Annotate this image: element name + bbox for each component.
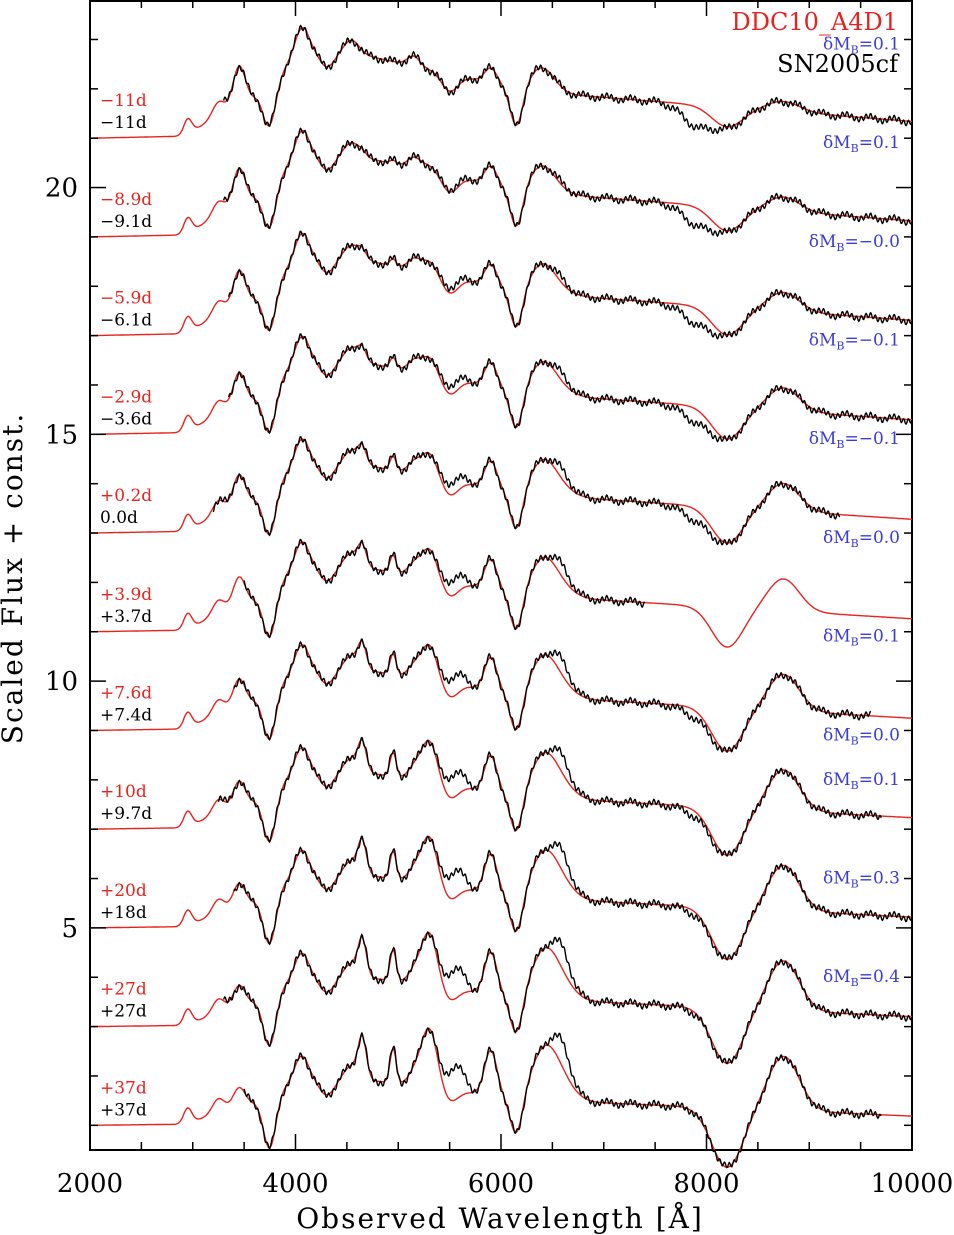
- x-axis-label: Observed Wavelength [Å]: [296, 1202, 704, 1235]
- x-tick-label: 2000: [57, 1169, 123, 1199]
- delta-mb-label: δMB=0.0: [823, 528, 900, 550]
- observed-epoch-label: −9.1d: [100, 212, 152, 232]
- observed-epoch-label: +9.7d: [100, 804, 152, 824]
- model-epoch-label: +3.9d: [100, 585, 152, 605]
- delta-mb-label: δMB=0.3: [823, 868, 900, 890]
- delta-mb-label: δMB=−0.0: [809, 232, 900, 254]
- delta-mb-label: δMB=0.0: [823, 725, 900, 747]
- delta-mb-label: δMB=0.1: [823, 770, 900, 792]
- model-spectrum-line: [90, 27, 913, 139]
- model-epoch-label: +0.2d: [100, 486, 152, 506]
- y-axis-label: Scaled Flux + const.: [0, 412, 29, 744]
- observed-epoch-label: +3.7d: [100, 607, 152, 627]
- legend-observed: SN2005cf: [777, 50, 900, 78]
- model-spectra-group: [89, 27, 913, 1169]
- y-tick-label: 15: [45, 420, 78, 450]
- observed-spectrum-line: [243, 538, 646, 639]
- spectrum-labels: −11d−11d δMB=0.1 −8.9d−9.1d δMB=0.1 −5.9d−6.…: [100, 34, 900, 1120]
- axis-ticks: 2000 4000 6000 8000 10000 5 10 15 20: [45, 0, 953, 1199]
- observed-epoch-label: +37d: [100, 1100, 147, 1120]
- model-epoch-label: −11d: [100, 91, 147, 111]
- delta-mb-label: δMB=0.1: [823, 34, 900, 56]
- legend-model: DDC10_A4D1: [732, 8, 899, 36]
- model-spectrum-line: [90, 640, 912, 752]
- model-spectrum-line: [90, 438, 913, 544]
- observed-spectrum-line: [228, 230, 913, 340]
- observed-spectrum-line: [243, 1026, 882, 1169]
- plot-frame: [89, 0, 913, 1151]
- observed-epoch-label: −11d: [100, 113, 147, 133]
- model-spectrum-line: [89, 541, 913, 648]
- x-tick-label: 4000: [262, 1169, 328, 1199]
- observed-spectrum-line: [217, 736, 882, 858]
- model-spectrum-line: [90, 129, 913, 238]
- observed-epoch-label: +7.4d: [100, 705, 152, 725]
- observed-epoch-label: 0.0d: [100, 508, 138, 528]
- observed-epoch-label: −3.6d: [100, 409, 152, 429]
- model-epoch-label: +7.6d: [100, 683, 152, 703]
- delta-mb-label: δMB=0.4: [823, 967, 900, 989]
- x-tick-label: 6000: [468, 1169, 534, 1199]
- model-spectrum-line: [90, 835, 913, 960]
- observed-spectrum-line: [228, 333, 913, 443]
- model-spectrum-line: [90, 232, 913, 337]
- x-tick-label: 8000: [673, 1169, 739, 1199]
- model-spectrum-line: [90, 738, 913, 856]
- model-epoch-label: +27d: [100, 980, 147, 1000]
- model-epoch-label: −2.9d: [100, 387, 152, 407]
- observed-spectrum-line: [212, 436, 841, 546]
- model-epoch-label: +37d: [100, 1078, 147, 1098]
- y-tick-label: 10: [45, 667, 78, 697]
- model-spectrum-line: [90, 931, 912, 1065]
- delta-mb-label: δMB=0.1: [823, 627, 900, 649]
- observed-spectra-group: [212, 24, 913, 1169]
- observed-epoch-label: −6.1d: [100, 311, 152, 331]
- model-epoch-label: +20d: [100, 881, 147, 901]
- y-tick-label: 20: [45, 174, 78, 204]
- delta-mb-label: δMB=−0.1: [809, 330, 900, 352]
- delta-mb-label: δMB=−0.1: [809, 429, 900, 451]
- plot-border: [89, 0, 913, 1151]
- model-epoch-label: +10d: [100, 782, 147, 802]
- observed-spectrum-line: [222, 24, 913, 135]
- model-epoch-label: −5.9d: [100, 289, 152, 309]
- observed-spectrum-line: [233, 835, 913, 961]
- y-tick-label: 5: [61, 914, 78, 944]
- delta-mb-label: δMB=0.1: [823, 133, 900, 155]
- model-epoch-label: −8.9d: [100, 190, 152, 210]
- observed-epoch-label: +27d: [100, 1002, 147, 1022]
- observed-spectrum-line: [222, 931, 913, 1065]
- observed-spectrum-line: [222, 127, 913, 238]
- observed-spectrum-line: [233, 638, 872, 754]
- observed-epoch-label: +18d: [100, 903, 147, 923]
- x-tick-label: 10000: [871, 1169, 954, 1199]
